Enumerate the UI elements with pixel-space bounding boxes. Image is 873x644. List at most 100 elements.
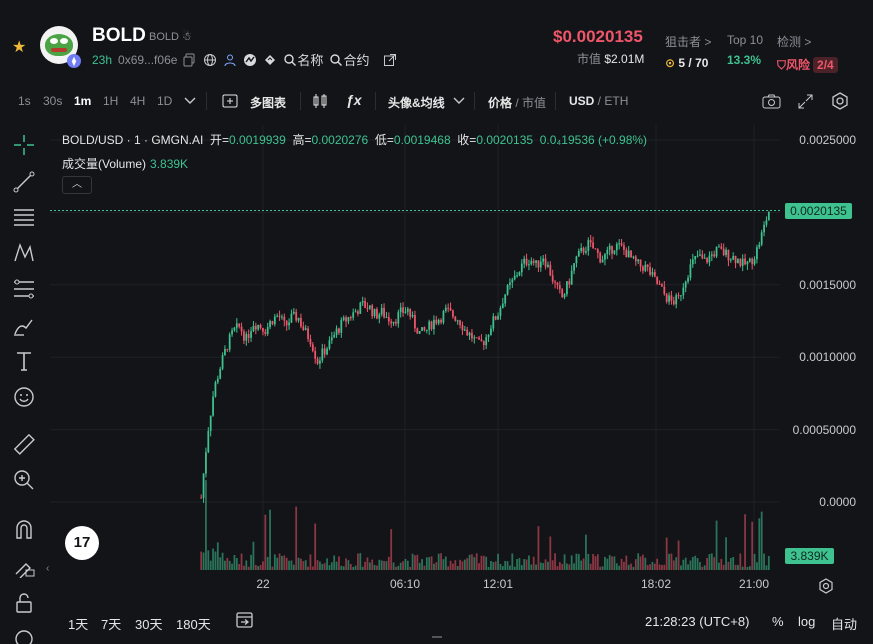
candle-body: [283, 316, 286, 321]
candle-body: [758, 244, 761, 248]
candle-body: [539, 261, 542, 268]
go-to-date-icon[interactable]: [235, 610, 255, 630]
volume-bar: [399, 562, 402, 570]
currency-toggle[interactable]: USD / ETH: [569, 94, 629, 108]
ruler-icon[interactable]: [12, 432, 36, 456]
lock-icon[interactable]: [12, 591, 36, 615]
candle-body: [670, 295, 673, 301]
tradingview-logo[interactable]: 17: [65, 526, 99, 560]
candle-body: [573, 263, 575, 271]
indicators-fx-icon[interactable]: ƒx: [346, 92, 362, 108]
search-name-link[interactable]: 名称: [283, 50, 323, 69]
range-7d[interactable]: 7天: [101, 617, 122, 632]
candle-body: [699, 254, 701, 256]
search-contract-link[interactable]: 合约: [329, 50, 369, 69]
fib-icon[interactable]: [12, 277, 36, 301]
avatar-ma-button[interactable]: 头像&均线: [388, 96, 445, 110]
candle-type-icon[interactable]: [312, 93, 328, 109]
share-icon[interactable]: [383, 53, 397, 67]
x-tick: 22: [256, 577, 270, 591]
copy-icon[interactable]: [183, 53, 197, 67]
divider-handle[interactable]: [432, 636, 442, 638]
price-chart[interactable]: [50, 125, 873, 605]
interval-30s[interactable]: 30s: [43, 94, 63, 108]
candle-body: [487, 334, 490, 338]
fullscreen-icon[interactable]: [798, 94, 813, 109]
add-chart-icon[interactable]: [222, 94, 238, 108]
volume-bar: [482, 555, 485, 570]
collapse-legend-button[interactable]: ︿: [62, 176, 92, 194]
camera-icon[interactable]: [762, 93, 781, 109]
volume-bar: [615, 563, 618, 570]
candle-body: [587, 240, 590, 251]
snipers-stat[interactable]: 狙击者 > ⊙ 5 / 70: [665, 35, 712, 70]
volume-bar: [376, 565, 378, 570]
candle-body: [238, 323, 241, 327]
volume-bar: [283, 555, 286, 570]
auto-toggle[interactable]: 自动: [831, 617, 858, 632]
price-mcap-toggle[interactable]: 价格 / 市值: [488, 96, 547, 110]
website-icon[interactable]: [203, 53, 217, 67]
chevron-down-icon[interactable]: [184, 96, 196, 106]
volume-bar: [585, 534, 587, 570]
zoom-in-icon[interactable]: [12, 468, 36, 492]
range-30d[interactable]: 30天: [135, 617, 163, 632]
multi-chart-button[interactable]: 多图表: [250, 96, 287, 110]
emoji-icon[interactable]: [12, 385, 36, 409]
candle-body: [677, 295, 680, 297]
brush-icon[interactable]: [12, 314, 36, 338]
interval-4h[interactable]: 4H: [130, 94, 146, 108]
magnet-icon[interactable]: [12, 518, 36, 542]
axis-settings-icon[interactable]: [818, 578, 834, 594]
candle-body: [478, 337, 480, 340]
text-icon[interactable]: [12, 349, 36, 373]
interval-1d[interactable]: 1D: [157, 94, 173, 108]
favorite-star-icon[interactable]: ★: [12, 39, 27, 56]
interval-1h[interactable]: 1H: [103, 94, 119, 108]
log-toggle[interactable]: log: [798, 614, 816, 629]
volume-bar: [326, 558, 328, 570]
volume-bar: [228, 560, 231, 570]
percent-toggle[interactable]: %: [772, 614, 784, 629]
lock-drawing-icon[interactable]: [12, 554, 36, 578]
candle-body: [706, 257, 708, 263]
interval-1s[interactable]: 1s: [18, 94, 31, 108]
candle-body: [566, 281, 568, 295]
chevron-down-icon[interactable]: [453, 96, 465, 106]
candle-body: [518, 272, 521, 276]
scroll-left-icon[interactable]: ‹: [46, 563, 50, 574]
pattern-icon[interactable]: [12, 241, 36, 265]
volume-bar: [751, 521, 754, 570]
candle-body: [250, 331, 252, 338]
range-1d[interactable]: 1天: [68, 617, 89, 632]
candle-body: [765, 220, 768, 225]
token-address[interactable]: 0x69...f06e: [118, 52, 178, 67]
candle-body: [352, 312, 355, 318]
trend-line-icon[interactable]: [12, 170, 36, 194]
dex-icon[interactable]: [243, 53, 257, 67]
volume-bar: [442, 559, 445, 570]
volume-bar: [238, 563, 241, 570]
candle-body: [767, 211, 770, 221]
crosshair-icon[interactable]: [12, 133, 36, 157]
candle-body: [703, 257, 706, 259]
candle-body: [397, 312, 400, 324]
candle-body: [582, 247, 585, 253]
range-180d[interactable]: 180天: [176, 617, 211, 632]
interval-1m[interactable]: 1m: [74, 94, 92, 108]
eye-icon[interactable]: [12, 625, 36, 644]
candle-body: [751, 258, 754, 265]
volume-bar: [649, 564, 651, 570]
candle-body: [482, 341, 485, 346]
settings-icon[interactable]: [831, 92, 849, 110]
user-icon[interactable]: [223, 53, 237, 67]
candle-body: [376, 309, 378, 319]
volume-bar: [568, 564, 571, 570]
candle-body: [547, 264, 549, 267]
volume-bar: [710, 553, 713, 570]
horizontal-lines-icon[interactable]: [12, 205, 36, 229]
volume-bar: [691, 556, 694, 570]
candle-body: [466, 329, 469, 336]
risk-check-stat[interactable]: 检测 > ⛉风险 2/4: [777, 33, 838, 73]
chart-link-icon[interactable]: [263, 53, 277, 67]
